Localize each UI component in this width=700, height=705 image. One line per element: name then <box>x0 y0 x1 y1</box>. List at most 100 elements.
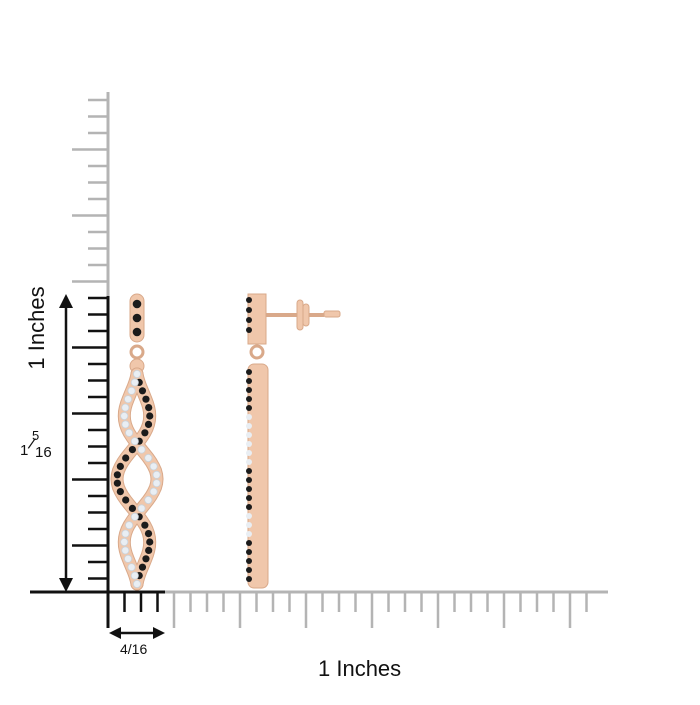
black-diamond-edge <box>246 567 252 573</box>
black-diamond-edge <box>246 378 252 384</box>
white-diamond <box>132 369 141 378</box>
white-diamond-edge <box>246 432 252 438</box>
black-diamond <box>141 429 149 437</box>
black-diamond-edge <box>246 468 252 474</box>
black-diamond <box>128 446 137 454</box>
black-diamond-edge <box>246 307 252 313</box>
white-diamond <box>127 386 136 395</box>
screw-back <box>296 299 304 331</box>
white-diamond <box>137 504 146 513</box>
white-diamond <box>125 521 134 530</box>
black-diamond <box>132 299 142 309</box>
white-diamond-edge <box>246 450 252 456</box>
black-diamond <box>138 387 147 395</box>
white-diamond-edge <box>246 414 252 420</box>
horizontal-ruler <box>30 590 608 628</box>
white-diamond-edge <box>246 441 252 447</box>
black-diamond-edge <box>246 576 252 582</box>
white-diamond <box>120 411 129 420</box>
white-diamond-edge <box>246 513 252 519</box>
width-arrow-left-head <box>109 627 121 639</box>
black-diamond-edge <box>246 369 252 375</box>
white-diamond <box>130 378 139 387</box>
side-dangle-body <box>247 363 269 589</box>
earring-side-view <box>246 293 341 589</box>
earring-post <box>266 313 324 317</box>
black-diamond <box>146 538 154 546</box>
screw-back-inner <box>302 303 310 327</box>
black-diamond <box>142 395 150 403</box>
white-diamond <box>149 487 158 496</box>
black-diamond-edge <box>246 549 252 555</box>
white-diamond-edge <box>246 459 252 465</box>
black-diamond <box>144 420 153 428</box>
black-diamond-edge <box>246 558 252 564</box>
height-arrow-top-head <box>59 294 73 308</box>
black-diamond-edge <box>246 327 252 333</box>
black-diamond <box>144 530 153 538</box>
black-diamond-edge <box>246 405 252 411</box>
white-diamond <box>124 554 133 563</box>
vertical-axis-label: 1 Inches <box>24 286 49 370</box>
white-diamond <box>144 495 153 504</box>
black-diamond-edge <box>246 477 252 483</box>
white-diamond-edge <box>246 522 252 528</box>
black-diamond <box>138 563 147 571</box>
white-diamond <box>137 445 146 454</box>
white-diamond <box>152 470 161 479</box>
white-diamond <box>120 538 129 547</box>
white-diamond <box>125 428 134 437</box>
black-diamond <box>132 313 142 323</box>
black-diamond-edge <box>246 317 252 323</box>
black-diamond-edge <box>246 486 252 492</box>
white-diamond <box>121 546 130 555</box>
jump-ring <box>129 344 145 360</box>
black-diamond <box>116 488 124 496</box>
black-diamond <box>113 471 121 479</box>
white-diamond <box>127 563 136 572</box>
white-diamond-edge <box>246 531 252 537</box>
black-diamond <box>132 327 142 337</box>
black-diamond <box>141 521 149 529</box>
white-diamond <box>121 420 130 429</box>
black-diamond <box>146 412 154 420</box>
white-diamond <box>121 529 130 538</box>
white-diamond <box>144 453 153 462</box>
black-diamond <box>122 496 130 504</box>
black-diamond <box>113 479 121 487</box>
black-diamond-edge <box>246 387 252 393</box>
white-diamond <box>124 395 133 404</box>
black-diamond <box>145 546 153 555</box>
height-whole-number: 1 <box>20 442 29 459</box>
black-diamond <box>145 404 153 412</box>
post-tip <box>323 310 341 318</box>
white-diamond <box>130 437 139 446</box>
height-arrow-bottom-head <box>59 578 73 592</box>
black-diamond-edge <box>246 504 252 510</box>
white-diamond <box>130 571 139 580</box>
white-diamond <box>130 512 139 521</box>
white-diamond <box>149 462 158 471</box>
black-diamond <box>116 462 124 470</box>
black-diamond <box>128 504 137 512</box>
white-diamond <box>121 403 130 412</box>
white-diamond-edge <box>246 423 252 429</box>
height-fraction-numerator: 5 <box>32 428 40 443</box>
white-diamond <box>152 479 161 488</box>
side-jump-ring <box>249 344 265 360</box>
black-diamond-edge <box>246 540 252 546</box>
black-diamond <box>122 454 130 462</box>
vertical-ruler <box>72 92 110 628</box>
earring-front-view <box>110 293 164 591</box>
black-diamond <box>142 555 150 563</box>
black-diamond-edge <box>246 396 252 402</box>
black-diamond-edge <box>246 297 252 303</box>
dimension-arrows <box>59 294 165 639</box>
height-fraction-denominator: 16 <box>35 444 52 461</box>
horizontal-axis-label: 1 Inches <box>318 656 402 681</box>
white-diamond <box>132 580 141 589</box>
black-diamond-edge <box>246 495 252 501</box>
width-arrow-right-head <box>153 627 165 639</box>
